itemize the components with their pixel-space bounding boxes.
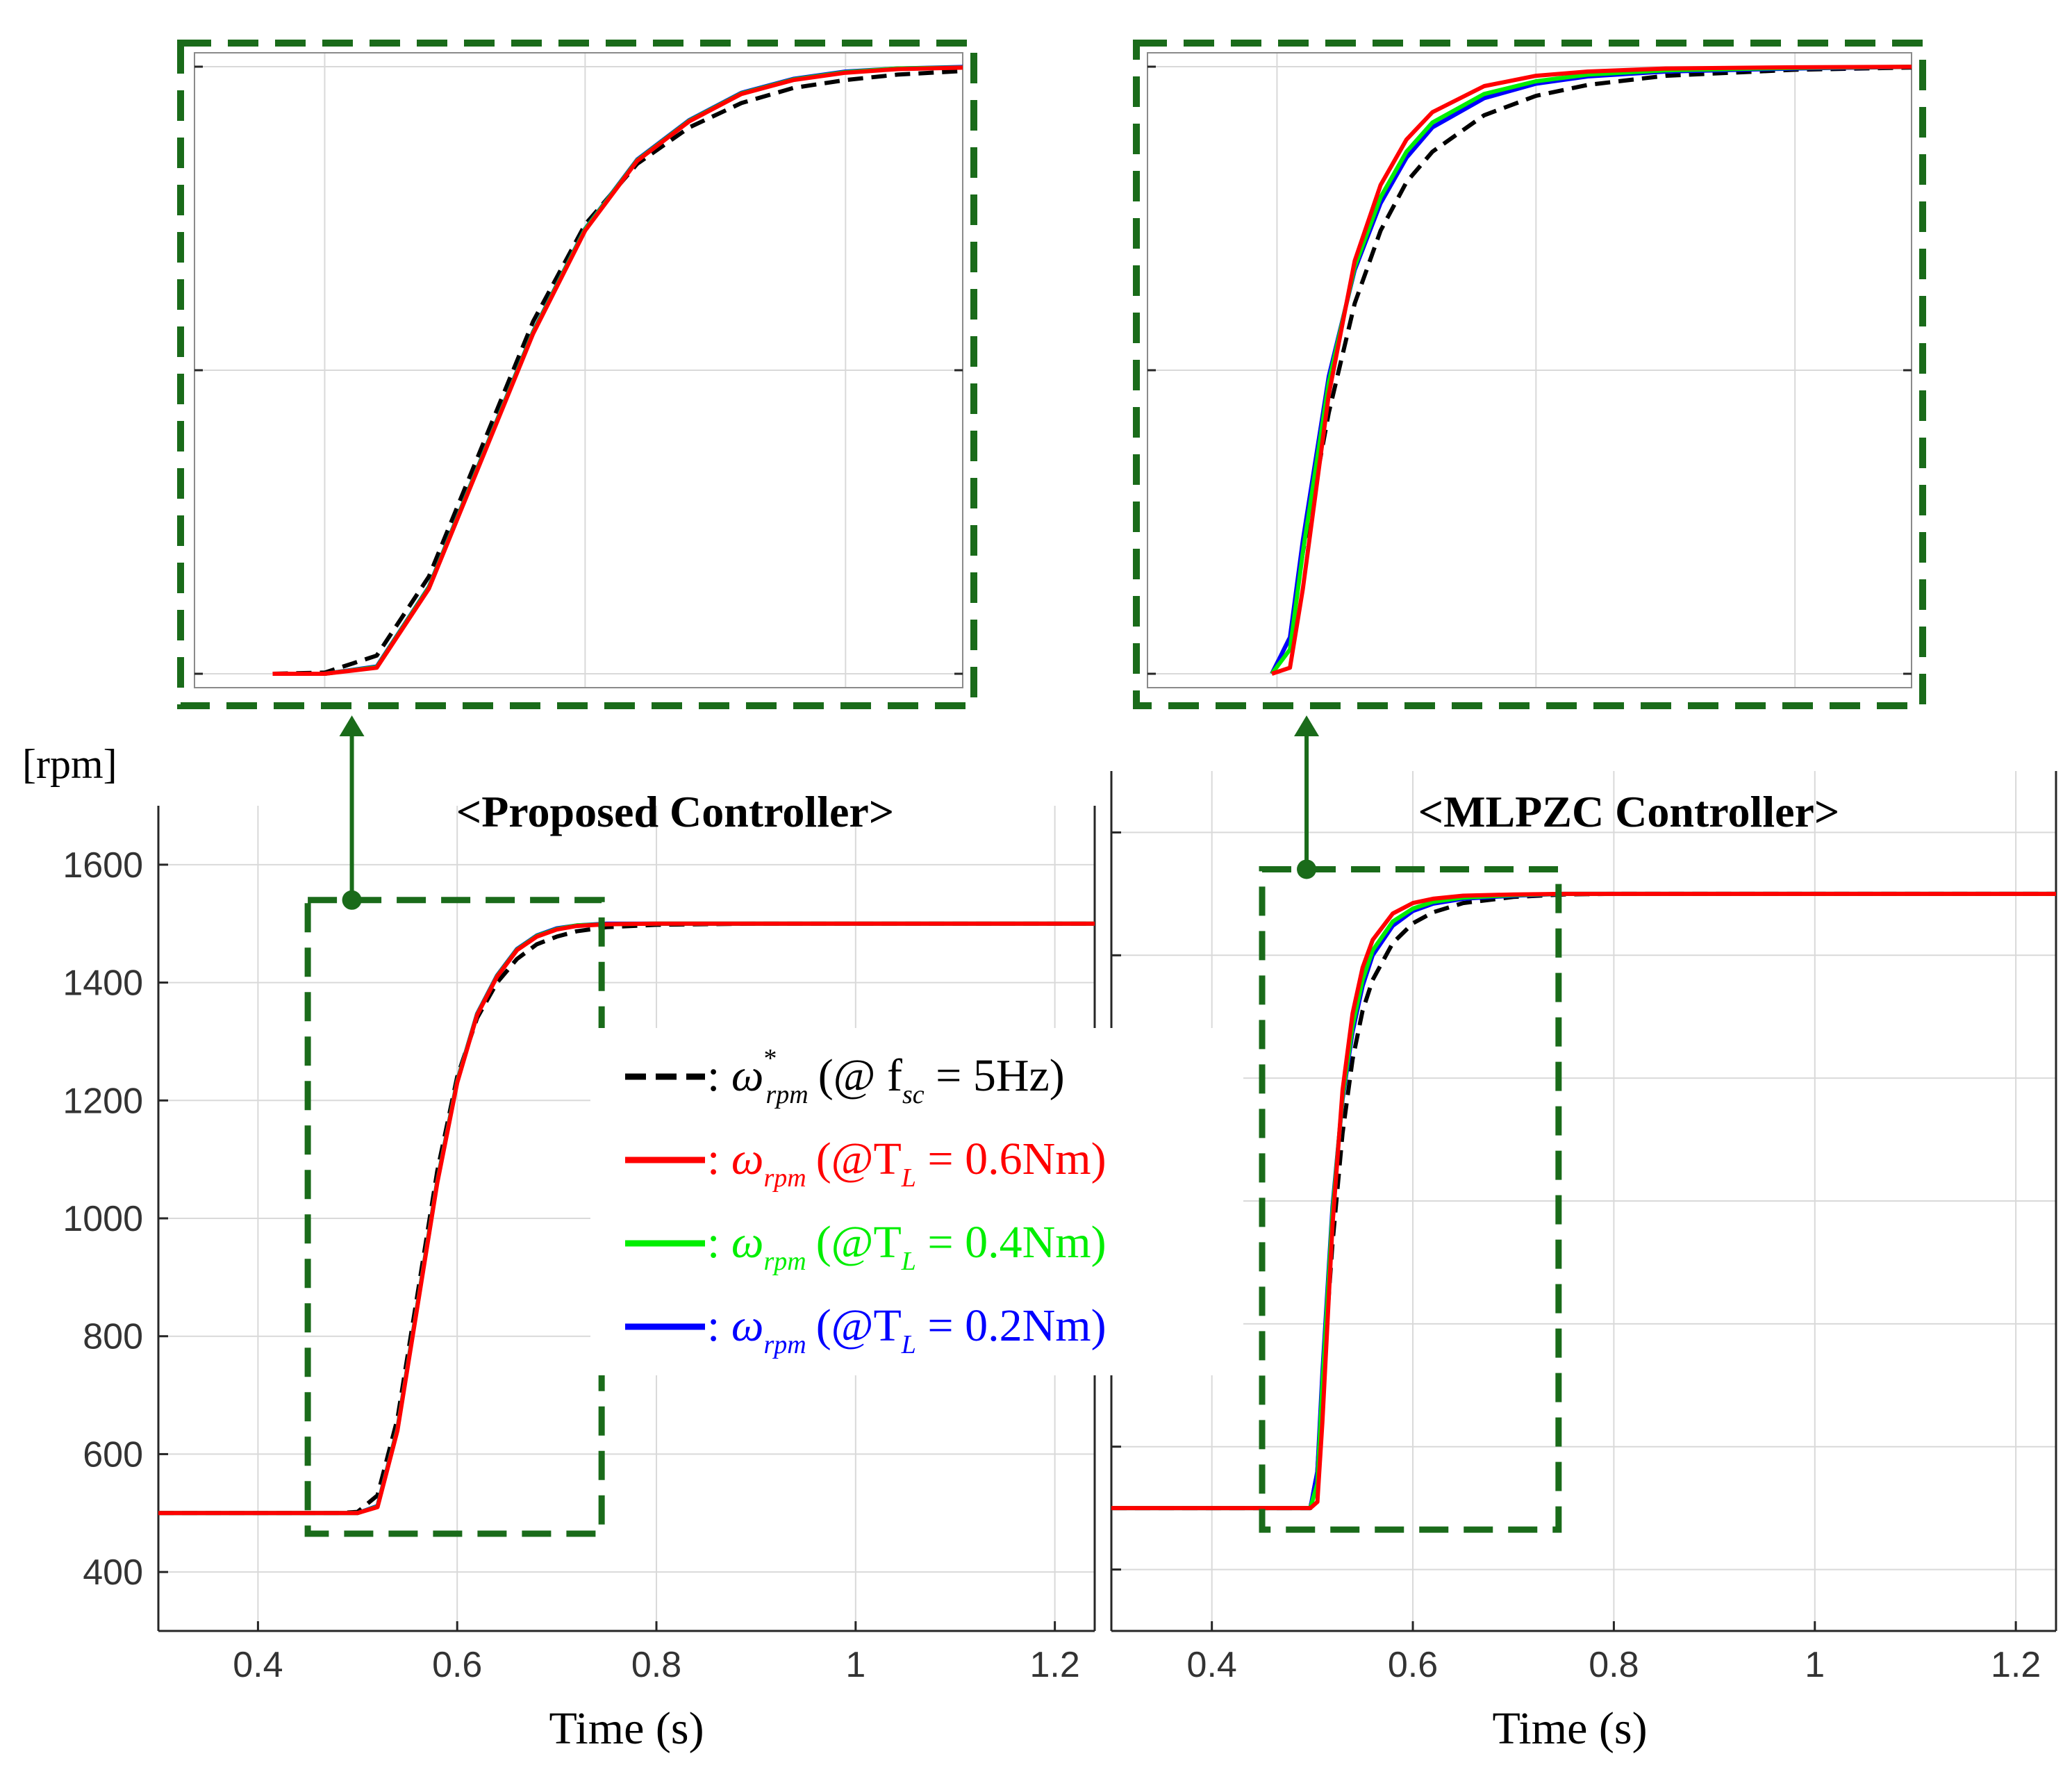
x-tick-label: 1	[1805, 1645, 1825, 1685]
zoom-window-box	[1259, 865, 1562, 1533]
legend-entry: : ωrpm (@TL = 0.4Nm)	[707, 1217, 1107, 1276]
y-tick-label: 600	[83, 1434, 143, 1475]
zoom-inset-mlpzc	[1133, 40, 1926, 709]
x-tick-label: 0.6	[432, 1645, 482, 1685]
inset-series-group	[272, 65, 963, 676]
x-tick-label: 1.2	[1991, 1645, 2041, 1685]
legend-entry: : ω* rpm (@ fsc = 5Hz)	[707, 1044, 1065, 1109]
series-line-tl06	[158, 921, 1095, 1516]
y-units-label: [rpm]	[22, 741, 117, 787]
x-tick-label: 0.4	[1187, 1645, 1237, 1685]
x-tick-label: 1	[845, 1645, 865, 1685]
y-tick-label: 1600	[63, 845, 143, 886]
legend: : ω* rpm (@ fsc = 5Hz) : ωrpm (@TL = 0.6Nm):…	[590, 1028, 1243, 1375]
chart-title: <Proposed Controller>	[456, 787, 895, 836]
zoom-inset-proposed	[177, 40, 977, 709]
plot-proposed-controller: 0.4 0.6 0.8 1 1.2 400 600 800 1000 1200 1400 1600 <P…	[63, 715, 1096, 1754]
inset-series-line-tl06	[1271, 65, 1912, 676]
legend-background	[590, 1028, 1243, 1375]
x-tick-label: 0.8	[1589, 1645, 1639, 1685]
inset-series-group	[1270, 65, 1912, 676]
zoom-window-box	[304, 897, 605, 1537]
zoom-inset-border	[177, 40, 977, 709]
y-tick-label: 1400	[63, 963, 143, 1004]
x-axis-label: Time (s)	[549, 1703, 704, 1754]
zoom-connector-arrowhead	[339, 715, 365, 736]
zoom-inset-border	[1133, 40, 1926, 709]
plot-mlpzc-controller: 0.4 0.6 0.8 1 1.2 <MLPZC Controller> Time (s)	[1110, 715, 2057, 1754]
x-tick-label: 1.2	[1029, 1645, 1079, 1685]
y-tick-label: 400	[83, 1552, 143, 1593]
inset-series-line-tl06	[272, 65, 963, 676]
x-tick-label: 0.8	[631, 1645, 681, 1685]
legend-entry: : ωrpm (@TL = 0.6Nm)	[707, 1134, 1107, 1193]
y-tick-label: 1000	[63, 1199, 143, 1239]
x-tick-label: 0.4	[233, 1645, 283, 1685]
x-tick-label: 0.6	[1388, 1645, 1438, 1685]
zoom-connector-arrowhead	[1294, 715, 1320, 736]
y-tick-label: 1200	[63, 1081, 143, 1121]
chart-title: <MLPZC Controller>	[1418, 787, 1840, 836]
legend-entry: : ωrpm (@TL = 0.2Nm)	[707, 1300, 1107, 1359]
x-axis-label: Time (s)	[1492, 1703, 1647, 1754]
series-line-ref	[158, 921, 1095, 1516]
y-tick-label: 800	[83, 1317, 143, 1357]
series-line-tl06	[1111, 891, 2056, 1511]
inset-series-line-ref	[272, 69, 963, 676]
